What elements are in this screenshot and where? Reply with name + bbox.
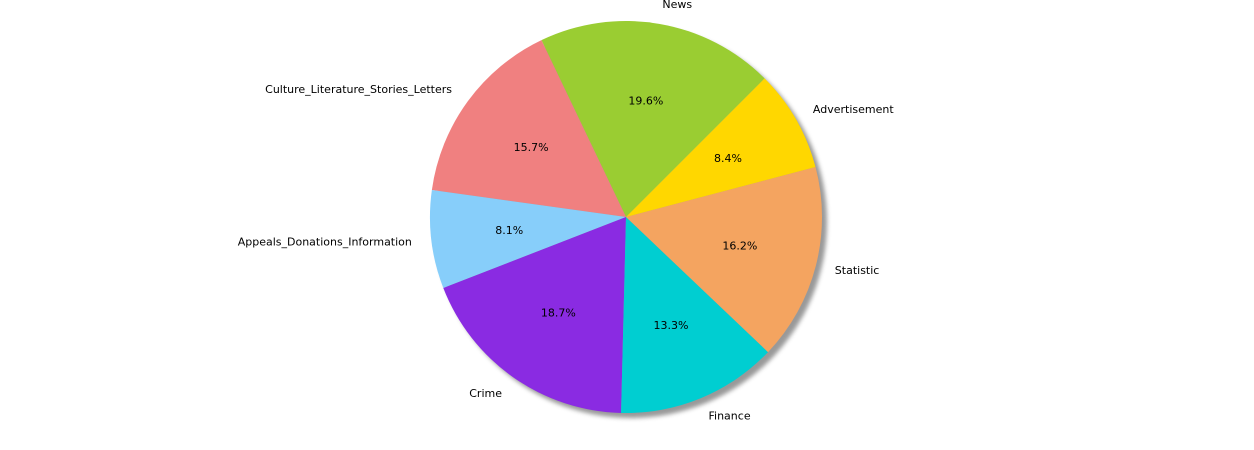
pie-category-label-culture-literature-stories-letters: Culture_Literature_Stories_Letters xyxy=(265,83,452,96)
pie-slice-appeals-donations-information xyxy=(429,189,626,289)
pie-slice-culture-literature-stories-letters xyxy=(431,40,626,218)
pie-category-labels: News Culture_Literature_Stories_Letters Ap… xyxy=(238,0,895,423)
pie-slice-finance xyxy=(621,217,769,414)
pie-slice-crime xyxy=(443,217,626,413)
pie-percent-label-culture-literature-stories-letters: 15.7% xyxy=(514,141,549,154)
pie-slice-advertisement xyxy=(626,78,816,217)
pie-category-label-appeals-donations-information: Appeals_Donations_Information xyxy=(238,236,412,249)
pie-slices xyxy=(429,20,822,414)
pie-category-label-finance: Finance xyxy=(709,410,751,423)
pie-percent-label-crime: 18.7% xyxy=(541,307,576,320)
pie-category-label-crime: Crime xyxy=(469,387,502,400)
pie-category-label-advertisement: Advertisement xyxy=(813,103,894,116)
pie-percent-labels: 19.6% 15.7% 8.1% 18.7% 13.3% 16.2% 8.4% xyxy=(495,95,757,333)
pie-slice-statistic xyxy=(626,167,822,353)
pie-percent-label-advertisement: 8.4% xyxy=(714,152,742,165)
pie-percent-label-news: 19.6% xyxy=(628,95,663,108)
pie-slice-news xyxy=(541,20,765,218)
pie-category-label-news: News xyxy=(662,0,692,11)
pie-category-label-statistic: Statistic xyxy=(835,264,880,277)
pie-percent-label-appeals-donations-information: 8.1% xyxy=(495,224,523,237)
pie-percent-label-finance: 13.3% xyxy=(654,319,689,332)
pie-percent-label-statistic: 16.2% xyxy=(722,240,757,253)
